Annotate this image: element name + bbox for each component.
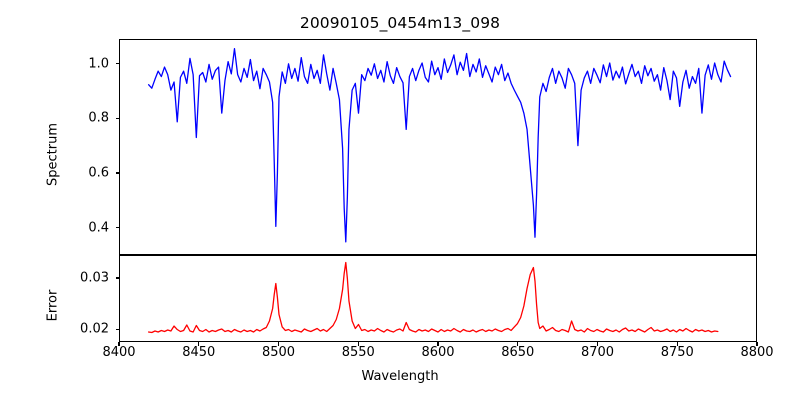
y-tick-label: 0.6 [88,165,109,181]
x-tick-label: 8650 [501,345,535,360]
chart-title: 20090105_0454m13_098 [299,14,501,32]
error-plot-area [119,255,757,342]
x-tick-label: 8500 [261,345,296,360]
y-tick-label: 1.0 [88,56,109,72]
spectrum-line [149,49,731,242]
spectrum-plot-area [119,39,757,255]
y-tick-mark [115,117,119,119]
x-tick-label: 8550 [341,345,375,360]
error-line [149,262,718,332]
y-tick-label: 0.03 [80,270,109,286]
y-tick-label: 0.8 [88,110,109,126]
spectrum-series-svg [120,40,756,254]
y-tick-mark [115,63,119,65]
x-tick-mark [596,342,599,346]
error-series-svg [120,256,756,341]
x-tick-label: 8600 [421,345,455,360]
x-tick-mark [756,342,758,346]
y-tick-label: 0.4 [88,220,109,236]
x-tick-label: 8750 [660,345,694,360]
x-tick-mark [437,342,439,346]
y-tick-mark [115,277,119,279]
x-axis-label: Wavelength [361,369,439,384]
x-tick-mark [118,342,120,346]
y-tick-mark [115,328,119,330]
x-tick-mark [676,342,678,346]
x-tick-mark [277,342,280,346]
y-tick-mark [115,172,119,174]
x-tick-label: 8700 [580,345,615,360]
x-tick-label: 8400 [102,345,136,360]
x-tick-label: 8450 [182,345,216,360]
x-tick-mark [198,342,200,346]
y-tick-label: 0.02 [80,321,109,337]
x-tick-label: 8800 [740,345,774,360]
x-tick-mark [357,342,359,346]
y-tick-mark [115,227,119,229]
x-tick-mark [517,342,519,346]
